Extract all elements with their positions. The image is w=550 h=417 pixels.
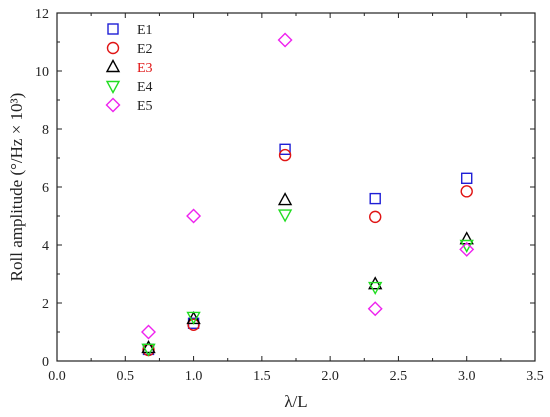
data-point xyxy=(186,311,201,325)
data-point xyxy=(279,143,291,156)
plot-frame xyxy=(56,12,536,362)
y-tick-label: 10 xyxy=(35,65,49,80)
y-tick-label: 0 xyxy=(42,355,49,370)
x-tick-label: 0.5 xyxy=(117,369,135,384)
legend-marker xyxy=(107,23,119,35)
data-point xyxy=(369,192,381,205)
data-point xyxy=(278,148,292,162)
legend-marker xyxy=(105,80,121,94)
legend-marker xyxy=(105,59,121,73)
data-point xyxy=(141,324,156,340)
data-point xyxy=(459,241,475,257)
series-e2 xyxy=(142,148,473,357)
y-tick-label: 2 xyxy=(42,297,49,312)
series-e5 xyxy=(141,32,475,340)
legend-label: E3 xyxy=(137,61,153,76)
y-tick-label: 4 xyxy=(42,239,49,254)
data-point xyxy=(277,209,293,223)
data-point xyxy=(141,339,156,354)
x-tick-label: 3.0 xyxy=(458,369,476,384)
x-tick-label: 1.0 xyxy=(185,369,203,384)
data-point xyxy=(277,192,293,206)
legend-label: E2 xyxy=(137,42,153,57)
data-point xyxy=(141,343,156,357)
data-point xyxy=(460,185,473,198)
legend-marker xyxy=(106,41,120,55)
data-point xyxy=(277,32,293,48)
data-points xyxy=(141,32,475,357)
y-tick-label: 6 xyxy=(42,181,49,196)
y-tick-label: 12 xyxy=(35,7,49,22)
legend-label: E5 xyxy=(137,99,153,114)
data-point xyxy=(369,210,382,224)
y-axis-label: Roll amplitude (°/Hz × 10³) xyxy=(7,93,26,282)
legend-marker xyxy=(105,97,121,113)
data-point xyxy=(186,208,202,224)
x-tick-label: 2.5 xyxy=(390,369,408,384)
x-tick-label: 1.5 xyxy=(253,369,271,384)
y-tick-label: 8 xyxy=(42,123,49,138)
data-point xyxy=(368,281,383,296)
tick-labels: 0.0 0.5 1.0 1.5 2.0 2.5 3.0 3.5 0 2 4 6 8 10 12 xyxy=(35,7,544,384)
legend-label: E1 xyxy=(137,23,153,38)
data-point xyxy=(461,172,473,185)
data-point xyxy=(187,318,200,331)
x-tick-label: 2.0 xyxy=(321,369,339,384)
x-axis-label: λ/L xyxy=(284,392,307,411)
x-tick-label: 3.5 xyxy=(526,369,544,384)
x-tick-label: 0.0 xyxy=(48,369,66,384)
series-e4 xyxy=(141,209,474,357)
data-point xyxy=(367,301,383,317)
legend: E1 E2 E3 E4 E5 xyxy=(105,23,153,114)
legend-label: E4 xyxy=(137,80,153,95)
